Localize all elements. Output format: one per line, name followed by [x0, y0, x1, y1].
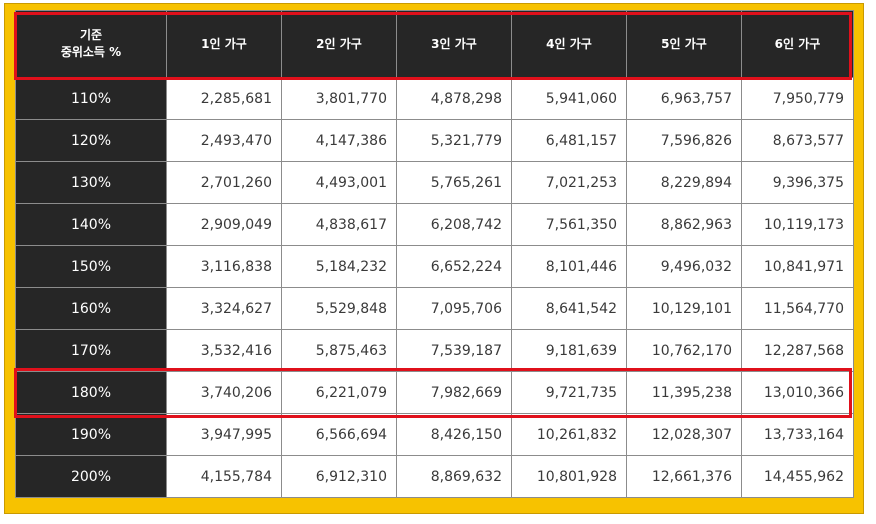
income-cell-household-5: 7,596,826 [626, 119, 742, 162]
income-cell-household-2: 4,838,617 [281, 203, 397, 246]
header-household-3: 3인 가구 [396, 10, 512, 78]
row-percent-label: 140% [15, 203, 167, 246]
income-cell-household-5: 6,963,757 [626, 77, 742, 120]
row-percent-label: 110% [15, 77, 167, 120]
income-cell-household-4: 6,481,157 [511, 119, 627, 162]
row-percent-label: 200% [15, 455, 167, 498]
header-first-line1: 기준 [79, 28, 103, 42]
income-cell-household-4: 7,561,350 [511, 203, 627, 246]
income-cell-household-1: 2,493,470 [166, 119, 282, 162]
income-cell-household-3: 7,095,706 [396, 287, 512, 330]
income-cell-household-4: 10,801,928 [511, 455, 627, 498]
income-cell-household-3: 8,869,632 [396, 455, 512, 498]
header-household-6: 6인 가구 [741, 10, 854, 78]
income-cell-household-4: 8,641,542 [511, 287, 627, 330]
income-cell-household-1: 3,532,416 [166, 329, 282, 372]
income-cell-household-3: 6,208,742 [396, 203, 512, 246]
header-household-1: 1인 가구 [166, 10, 282, 78]
income-cell-household-2: 6,221,079 [281, 371, 397, 414]
income-cell-household-3: 5,765,261 [396, 161, 512, 204]
income-cell-household-2: 3,801,770 [281, 77, 397, 120]
income-cell-household-1: 3,116,838 [166, 245, 282, 288]
income-cell-household-2: 4,493,001 [281, 161, 397, 204]
income-cell-household-3: 5,321,779 [396, 119, 512, 162]
income-cell-household-6: 11,564,770 [741, 287, 854, 330]
income-cell-household-5: 12,028,307 [626, 413, 742, 456]
income-cell-household-1: 2,909,049 [166, 203, 282, 246]
row-percent-label: 150% [15, 245, 167, 288]
income-cell-household-5: 9,496,032 [626, 245, 742, 288]
table-row: 150% 3,116,838 5,184,232 6,652,224 8,101,446… [15, 245, 854, 288]
income-cell-household-4: 9,181,639 [511, 329, 627, 372]
table-header-row: 기준 중위소득 % 1인 가구 2인 가구 3인 가구 4인 가구 5인 가구 … [15, 10, 854, 78]
income-cell-household-5: 10,762,170 [626, 329, 742, 372]
income-cell-household-2: 6,912,310 [281, 455, 397, 498]
income-cell-household-3: 6,652,224 [396, 245, 512, 288]
income-cell-household-6: 10,841,971 [741, 245, 854, 288]
row-percent-label: 190% [15, 413, 167, 456]
table-row: 140% 2,909,049 4,838,617 6,208,742 7,561,350… [15, 203, 854, 246]
median-income-table: 기준 중위소득 % 1인 가구 2인 가구 3인 가구 4인 가구 5인 가구 … [15, 10, 854, 498]
income-cell-household-4: 7,021,253 [511, 161, 627, 204]
income-cell-household-4: 5,941,060 [511, 77, 627, 120]
table-row: 190% 3,947,995 6,566,694 8,426,150 10,261,83… [15, 413, 854, 456]
income-cell-household-4: 10,261,832 [511, 413, 627, 456]
income-cell-household-1: 2,285,681 [166, 77, 282, 120]
header-first-line2: 중위소득 % [60, 45, 122, 59]
income-cell-household-3: 7,539,187 [396, 329, 512, 372]
income-cell-household-5: 8,862,963 [626, 203, 742, 246]
table-row: 180% 3,740,206 6,221,079 7,982,669 9,721,735… [15, 371, 854, 414]
table-row: 130% 2,701,260 4,493,001 5,765,261 7,021,253… [15, 161, 854, 204]
income-cell-household-1: 3,740,206 [166, 371, 282, 414]
income-cell-household-2: 5,875,463 [281, 329, 397, 372]
row-percent-label: 130% [15, 161, 167, 204]
income-cell-household-5: 11,395,238 [626, 371, 742, 414]
table-row: 200% 4,155,784 6,912,310 8,869,632 10,801,92… [15, 455, 854, 498]
row-percent-label: 180% [15, 371, 167, 414]
header-median-income-pct: 기준 중위소득 % [15, 10, 167, 78]
income-cell-household-2: 4,147,386 [281, 119, 397, 162]
income-cell-household-6: 9,396,375 [741, 161, 854, 204]
table-row: 120% 2,493,470 4,147,386 5,321,779 6,481,157… [15, 119, 854, 162]
income-cell-household-6: 14,455,962 [741, 455, 854, 498]
income-cell-household-1: 3,947,995 [166, 413, 282, 456]
table-row: 110% 2,285,681 3,801,770 4,878,298 5,941,060… [15, 77, 854, 120]
row-percent-label: 120% [15, 119, 167, 162]
income-cell-household-4: 8,101,446 [511, 245, 627, 288]
row-percent-label: 170% [15, 329, 167, 372]
table-body: 110% 2,285,681 3,801,770 4,878,298 5,941,060… [15, 77, 854, 498]
table-row: 160% 3,324,627 5,529,848 7,095,706 8,641,542… [15, 287, 854, 330]
income-cell-household-2: 5,184,232 [281, 245, 397, 288]
row-percent-label: 160% [15, 287, 167, 330]
income-cell-household-6: 13,010,366 [741, 371, 854, 414]
income-cell-household-1: 3,324,627 [166, 287, 282, 330]
income-cell-household-3: 7,982,669 [396, 371, 512, 414]
income-cell-household-6: 10,119,173 [741, 203, 854, 246]
header-household-5: 5인 가구 [626, 10, 742, 78]
income-cell-household-3: 8,426,150 [396, 413, 512, 456]
income-cell-household-5: 8,229,894 [626, 161, 742, 204]
income-cell-household-2: 5,529,848 [281, 287, 397, 330]
income-cell-household-6: 7,950,779 [741, 77, 854, 120]
header-household-2: 2인 가구 [281, 10, 397, 78]
income-cell-household-6: 13,733,164 [741, 413, 854, 456]
table-row: 170% 3,532,416 5,875,463 7,539,187 9,181,639… [15, 329, 854, 372]
income-cell-household-1: 2,701,260 [166, 161, 282, 204]
income-cell-household-2: 6,566,694 [281, 413, 397, 456]
income-cell-household-5: 10,129,101 [626, 287, 742, 330]
income-cell-household-3: 4,878,298 [396, 77, 512, 120]
income-cell-household-6: 8,673,577 [741, 119, 854, 162]
income-cell-household-4: 9,721,735 [511, 371, 627, 414]
income-cell-household-1: 4,155,784 [166, 455, 282, 498]
income-cell-household-5: 12,661,376 [626, 455, 742, 498]
income-cell-household-6: 12,287,568 [741, 329, 854, 372]
header-household-4: 4인 가구 [511, 10, 627, 78]
